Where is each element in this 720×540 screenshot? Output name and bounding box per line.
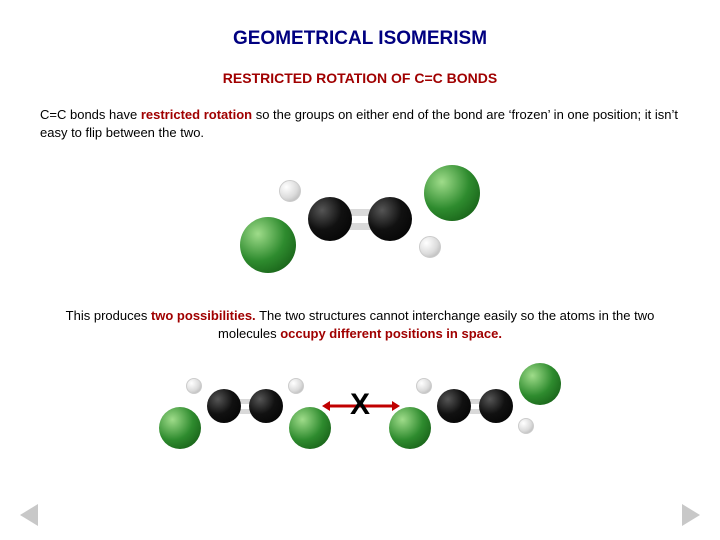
page-subtitle: RESTRICTED ROTATION OF C=C BONDS (0, 50, 720, 86)
chlorine-atom (240, 217, 296, 273)
prev-slide-button[interactable] (20, 504, 38, 526)
next-slide-button[interactable] (682, 504, 700, 526)
carbon-atom (368, 197, 412, 241)
para2-a: This produces (66, 308, 151, 323)
page-title: GEOMETRICAL ISOMERISM (0, 0, 720, 50)
paragraph-1: C=C bonds have restricted rotation so th… (0, 86, 720, 141)
para1-a: C=C bonds have (40, 107, 141, 122)
hydrogen-atom (419, 236, 441, 258)
carbon-atom (308, 197, 352, 241)
para2-red1: two possibilities. (151, 308, 256, 323)
para2-red2: occupy different positions in space. (280, 326, 502, 341)
hydrogen-atom (279, 180, 301, 202)
molecule-pair-diagram: X (0, 348, 720, 478)
chlorine-atom (424, 165, 480, 221)
molecule-top-diagram (0, 149, 720, 289)
para1-red: restricted rotation (141, 107, 252, 122)
paragraph-2: This produces two possibilities. The two… (0, 289, 720, 342)
no-interchange-icon: X (350, 388, 370, 422)
